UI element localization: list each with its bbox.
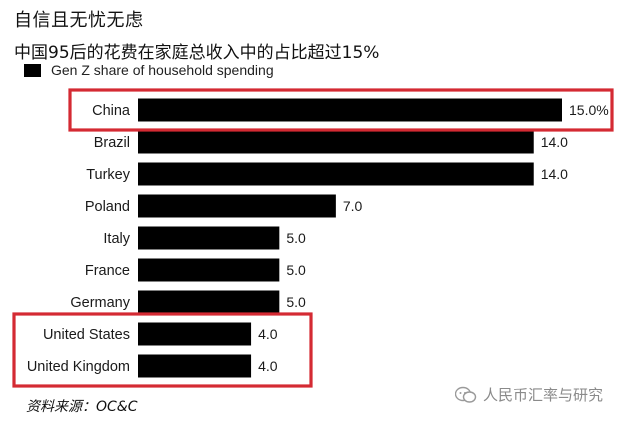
headline: 自信且无忧无虑 [14, 10, 144, 31]
value-label-france: 5.0 [286, 262, 306, 278]
bar-germany [138, 290, 280, 314]
category-label-united-states: United States [43, 327, 130, 343]
value-label-turkey: 14.0 [541, 166, 568, 182]
watermark-text: 人民币汇率与研究 [483, 386, 604, 404]
legend-swatch [24, 63, 41, 77]
highlight-box-us-uk [12, 312, 313, 388]
value-label-poland: 7.0 [343, 198, 363, 214]
category-label-poland: Poland [85, 199, 130, 215]
bar-united-kingdom [138, 354, 252, 378]
bar-italy [138, 226, 280, 250]
chart-title: 中国95后的花费在家庭总收入中的占比超过15% [14, 43, 380, 63]
legend: Gen Z share of household spending [24, 62, 274, 78]
watermark: 人民币汇率与研究 [455, 384, 603, 405]
value-label-italy: 5.0 [286, 230, 306, 246]
value-label-germany: 5.0 [286, 294, 306, 310]
legend-label: Gen Z share of household spending [51, 62, 274, 78]
category-label-united-kingdom: United Kingdom [27, 359, 130, 375]
bar-china [138, 98, 562, 122]
highlight-box-china [68, 88, 614, 132]
value-label-china: 15.0% [569, 102, 609, 118]
category-label-china: China [92, 103, 131, 119]
bar-france [138, 258, 280, 282]
category-label-brazil: Brazil [94, 135, 130, 151]
category-label-turkey: Turkey [86, 167, 131, 183]
category-label-germany: Germany [70, 295, 130, 311]
value-label-united-kingdom: 4.0 [258, 358, 278, 374]
category-label-france: France [85, 263, 130, 279]
value-label-brazil: 14.0 [541, 134, 568, 150]
source-note: 资料来源：OC&C [26, 399, 138, 415]
bar-turkey [138, 162, 534, 186]
bar-brazil [138, 130, 534, 154]
category-label-italy: Italy [103, 231, 130, 247]
value-label-united-states: 4.0 [258, 326, 278, 342]
wechat-icon [455, 386, 477, 403]
bar-poland [138, 194, 336, 218]
bar-united-states [138, 322, 252, 346]
